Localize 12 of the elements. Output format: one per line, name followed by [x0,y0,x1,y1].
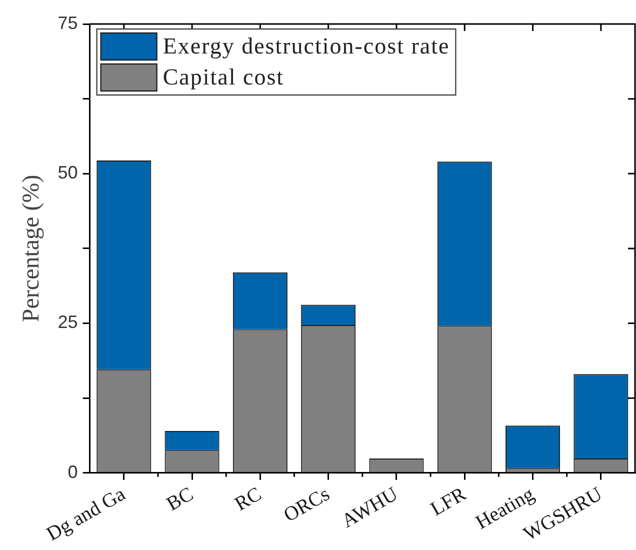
legend-label: Capital cost [162,64,284,90]
y-tick-label: 50 [58,162,78,183]
x-tick-label: ORCs [280,482,334,527]
legend-label: Exergy destruction-cost rate [162,34,450,59]
y-tick-label: 75 [58,12,78,33]
y-tick-label: 25 [58,312,78,332]
y-axis-title: Percentage (%) [18,174,45,322]
x-tick-label: RC [231,483,266,516]
x-tick-label: Dg and Ga [42,483,130,546]
x-tick-label: BC [163,483,198,516]
y-tick-label: 0 [68,462,78,482]
x-tick-label: LFR [426,482,470,520]
